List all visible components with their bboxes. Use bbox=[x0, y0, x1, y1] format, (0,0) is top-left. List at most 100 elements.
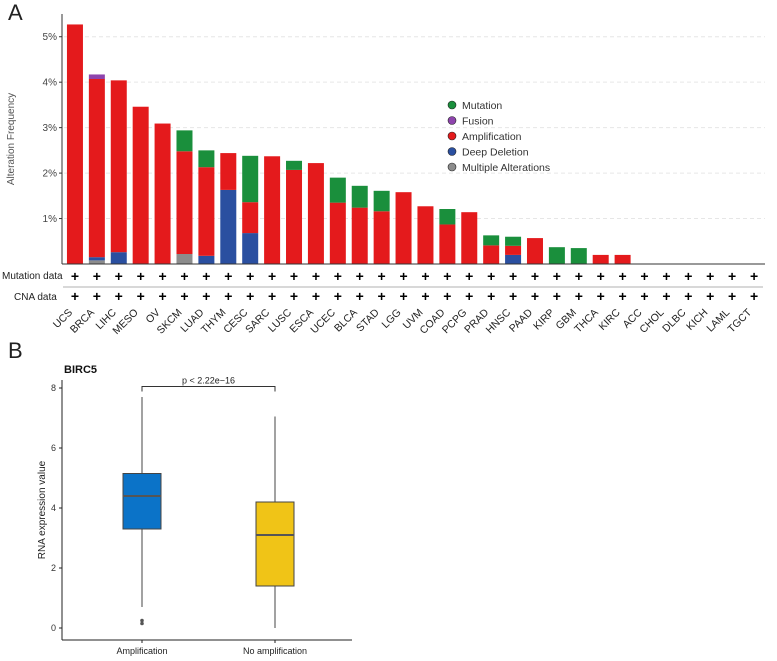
cna-plus-meso: + bbox=[137, 288, 145, 304]
x-tick-label-no-amplification: No amplification bbox=[243, 646, 307, 656]
y-tick-label-3: 3% bbox=[43, 123, 58, 134]
cna-plus-thym: + bbox=[224, 288, 232, 304]
bar-kirc-amplification bbox=[614, 254, 631, 264]
category-label-dlbc: DLBC bbox=[660, 306, 689, 335]
cna-plus-ucs: + bbox=[71, 288, 79, 304]
category-label-paad: PAAD bbox=[507, 306, 535, 334]
bar-thca-amplification bbox=[592, 254, 609, 264]
bar-cesc-deep-deletion bbox=[242, 233, 259, 264]
bar-thym-deep-deletion bbox=[220, 189, 237, 264]
legend-label-fusion: Fusion bbox=[462, 116, 494, 128]
bar-thym-amplification bbox=[220, 153, 237, 190]
cna-plus-uvm: + bbox=[421, 288, 429, 304]
mutation-data-row-label: Mutation data bbox=[2, 271, 63, 282]
significance-bracket bbox=[141, 386, 276, 392]
cna-plus-thca: + bbox=[597, 288, 605, 304]
category-label-kirc: KIRC bbox=[597, 306, 624, 333]
bar-cesc-mutation bbox=[242, 155, 259, 203]
cna-plus-brca: + bbox=[93, 288, 101, 304]
category-label-thym: THYM bbox=[199, 307, 229, 337]
category-label-thca: THCA bbox=[572, 307, 601, 336]
outlier-amplification-0 bbox=[140, 621, 144, 626]
mutation-plus-laml: + bbox=[728, 268, 736, 284]
mutation-plus-luad: + bbox=[202, 268, 210, 284]
bar-stad-mutation bbox=[373, 190, 390, 212]
legend-marker-deep-deletion bbox=[447, 147, 457, 156]
cna-plus-tgct: + bbox=[750, 288, 758, 304]
box-amplification bbox=[122, 473, 162, 530]
legend-label-amplification: Amplification bbox=[462, 131, 522, 143]
legend-label-deep-deletion: Deep Deletion bbox=[462, 147, 529, 159]
x-tick-label-amplification: Amplification bbox=[116, 646, 167, 656]
panel-a-y-axis: 1% 2% 3% 4% 5% bbox=[43, 14, 63, 264]
bar-lusc-mutation bbox=[286, 160, 303, 170]
legend-marker-amplification bbox=[447, 131, 457, 141]
mutation-plus-lgg: + bbox=[399, 268, 407, 284]
mutation-plus-brca: + bbox=[93, 268, 101, 284]
mutation-plus-ov: + bbox=[158, 268, 166, 284]
mutation-plus-ucs: + bbox=[71, 268, 79, 284]
mutation-plus-gbm: + bbox=[575, 268, 583, 284]
panel-b-y-tick-label-6: 6 bbox=[51, 443, 56, 453]
mutation-plus-acc: + bbox=[640, 268, 648, 284]
bar-blca-mutation bbox=[351, 185, 368, 208]
category-label-sarc: SARC bbox=[243, 306, 272, 335]
mutation-plus-esca: + bbox=[312, 268, 320, 284]
category-label-lgg: LGG bbox=[379, 307, 403, 331]
bar-hnsc-deep-deletion bbox=[505, 254, 522, 264]
category-label-chol: CHOL bbox=[637, 307, 666, 336]
bar-meso-amplification bbox=[132, 106, 149, 265]
cna-plus-dlbc: + bbox=[684, 288, 692, 304]
mutation-plus-kirc: + bbox=[619, 268, 627, 284]
mutation-plus-thym: + bbox=[224, 268, 232, 284]
y-tick-label-5: 5% bbox=[43, 32, 58, 43]
panel-b-y-tick-label-2: 2 bbox=[51, 563, 56, 573]
mutation-plus-prad: + bbox=[487, 268, 495, 284]
bar-kirp-mutation bbox=[548, 247, 565, 264]
mutation-plus-tgct: + bbox=[750, 268, 758, 284]
cna-plus-kirc: + bbox=[619, 288, 627, 304]
outlier-amplification-1 bbox=[140, 618, 144, 623]
cna-plus-lusc: + bbox=[290, 288, 298, 304]
mutation-plus-coad: + bbox=[443, 268, 451, 284]
cna-plus-laml: + bbox=[728, 288, 736, 304]
panel-a-letter: A bbox=[8, 0, 23, 25]
bar-luad-mutation bbox=[198, 150, 215, 168]
panel-b-y-axis-title: RNA expression value bbox=[37, 460, 48, 559]
category-label-skcm: SKCM bbox=[155, 307, 185, 337]
mutation-plus-skcm: + bbox=[180, 268, 188, 284]
panel-a-bars bbox=[66, 24, 631, 265]
bar-lihc-amplification bbox=[110, 80, 127, 253]
bar-ucs-amplification bbox=[66, 24, 83, 265]
cna-plus-kirp: + bbox=[553, 288, 561, 304]
y-tick-label-2: 2% bbox=[43, 169, 58, 180]
mutation-plus-hnsc: + bbox=[509, 268, 517, 284]
legend-marker-fusion bbox=[447, 116, 457, 125]
cna-plus-lihc: + bbox=[115, 288, 123, 304]
bar-luad-deep-deletion bbox=[198, 255, 215, 264]
cna-plus-stad: + bbox=[378, 288, 386, 304]
panel-b-letter: B bbox=[8, 338, 23, 363]
cna-plus-gbm: + bbox=[575, 288, 583, 304]
bar-coad-mutation bbox=[439, 209, 456, 225]
category-label-meso: MESO bbox=[110, 307, 140, 337]
bar-blca-amplification bbox=[351, 207, 368, 264]
legend-marker-multiple-alterations bbox=[447, 162, 457, 172]
bar-hnsc-amplification bbox=[505, 245, 522, 255]
mutation-plus-ucec: + bbox=[334, 268, 342, 284]
panel-b-boxplot: 0 2 4 6 8 Amplification No amplification p < 2.… bbox=[51, 376, 352, 656]
bar-lgg-amplification bbox=[395, 192, 412, 264]
panel-a-gridlines bbox=[64, 36, 765, 220]
bar-lusc-amplification bbox=[286, 169, 303, 264]
bar-skcm-amplification bbox=[176, 151, 193, 254]
mutation-plus-paad: + bbox=[531, 268, 539, 284]
panel-a-legend: Mutation Fusion Amplification Deep Deletion… bbox=[447, 100, 550, 174]
cna-plus-esca: + bbox=[312, 288, 320, 304]
cna-plus-chol: + bbox=[662, 288, 670, 304]
cna-plus-ucec: + bbox=[334, 288, 342, 304]
mutation-plus-dlbc: + bbox=[684, 268, 692, 284]
panel-b-y-tick-label-0: 0 bbox=[51, 623, 56, 633]
y-tick-label-1: 1% bbox=[43, 214, 58, 225]
